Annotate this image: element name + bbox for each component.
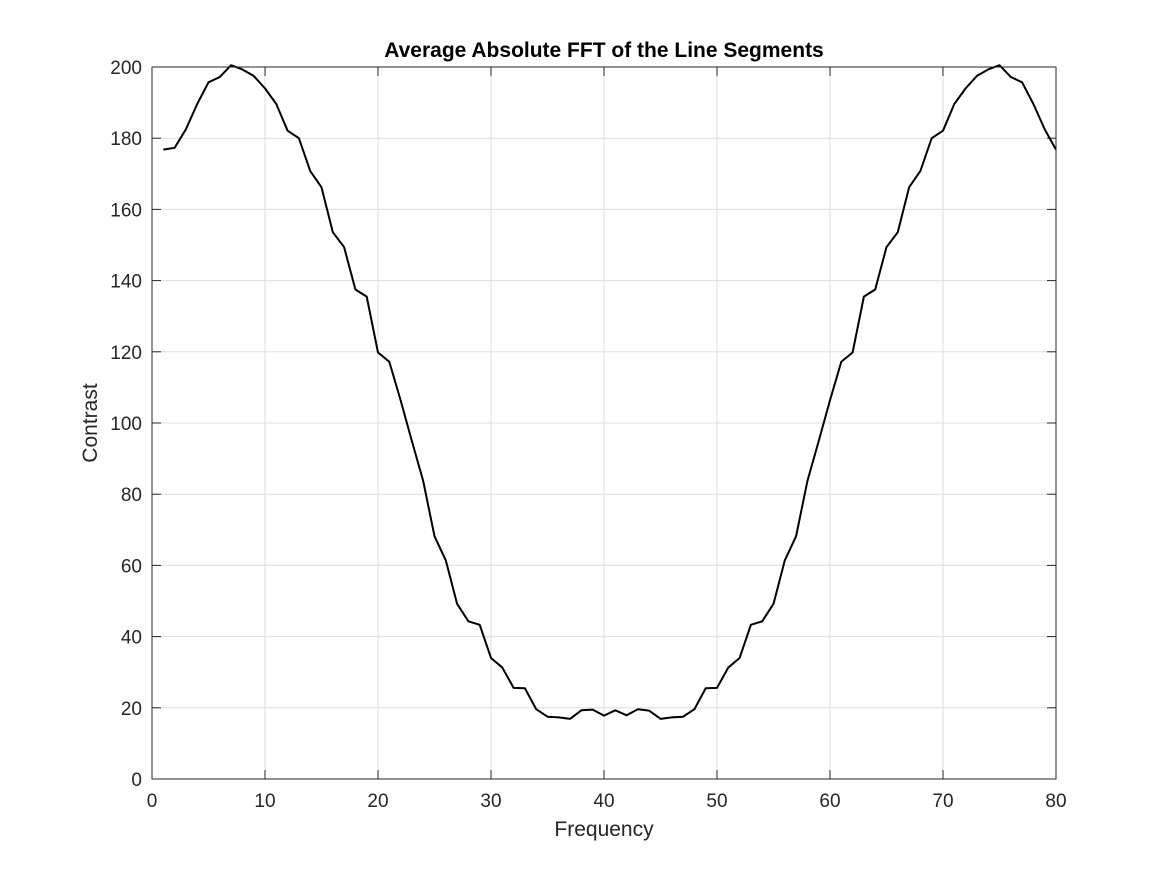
x-tick-label: 40 [593,791,614,812]
x-tick-label: 80 [1045,791,1066,812]
series-line [163,64,1057,720]
x-tick-label: 10 [254,791,275,812]
y-tick-label: 160 [110,200,142,221]
x-tick-label: 20 [367,791,388,812]
y-tick-label: 60 [121,556,142,577]
y-tick-label: 120 [110,343,142,364]
chart-title: Average Absolute FFT of the Line Segment… [384,39,824,62]
y-tick-label: 0 [131,770,142,791]
y-tick-label: 80 [121,485,142,506]
plot-frame [151,66,1057,780]
y-tick-label: 20 [121,699,142,720]
grid [152,67,1056,779]
x-tick-labels: 0 10 20 30 40 50 60 70 80 [147,791,1067,812]
x-tick-label: 30 [480,791,501,812]
x-axis-label: Frequency [554,818,654,841]
y-axis-label: Contrast [79,383,102,463]
y-tick-label: 40 [121,628,142,649]
x-tick-label: 70 [932,791,953,812]
y-tick-label: 180 [110,129,142,150]
y-tick-label: 140 [110,272,142,293]
x-tick-label: 60 [819,791,840,812]
x-tick-label: 0 [147,791,158,812]
x-tick-label: 50 [706,791,727,812]
y-tick-label: 200 [110,58,142,79]
y-tick-label: 100 [110,414,142,435]
y-tick-labels: 0 20 40 60 80 100 120 140 160 180 200 [110,58,142,791]
